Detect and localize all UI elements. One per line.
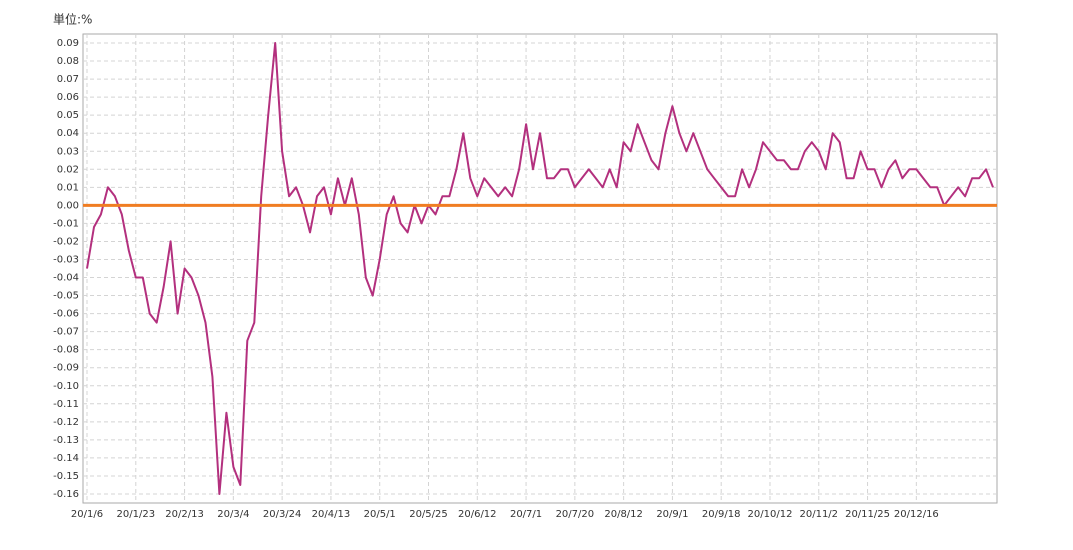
x-tick-label: 20/4/13	[312, 509, 351, 520]
x-tick-label: 20/12/16	[894, 509, 939, 520]
x-tick-label: 20/11/25	[845, 509, 890, 520]
y-tick-label: -0.16	[53, 489, 79, 500]
y-tick-label: -0.10	[53, 381, 79, 392]
y-tick-label: -0.11	[53, 399, 79, 410]
y-tick-label: 0.02	[57, 164, 79, 175]
y-tick-label: -0.12	[53, 417, 79, 428]
y-tick-label: -0.08	[53, 345, 79, 356]
y-tick-label: 0.05	[57, 110, 79, 121]
data-line	[86, 42, 994, 495]
x-tick-label: 20/1/6	[71, 509, 103, 520]
y-tick-label: 0.03	[57, 146, 79, 157]
y-axis-title: 単位:%	[53, 12, 92, 27]
x-tick-label: 20/6/12	[458, 509, 497, 520]
y-tick-label: 0.04	[57, 128, 79, 139]
x-tick-label: 20/7/1	[510, 509, 542, 520]
x-tick-label: 20/11/2	[799, 509, 838, 520]
y-tick-label: 0.09	[57, 38, 79, 49]
y-tick-label: 0.01	[57, 182, 79, 193]
y-tick-label: 0.08	[57, 56, 79, 67]
y-tick-label: -0.01	[53, 218, 79, 229]
y-tick-label: -0.05	[53, 291, 79, 302]
y-tick-label: -0.03	[53, 254, 79, 265]
x-tick-label: 20/1/23	[117, 509, 156, 520]
y-tick-label: -0.06	[53, 309, 79, 320]
plot-area	[82, 33, 998, 504]
y-tick-label: 0.00	[57, 200, 79, 211]
y-tick-label: 0.06	[57, 92, 79, 103]
x-tick-label: 20/8/12	[604, 509, 643, 520]
x-tick-label: 20/3/24	[263, 509, 302, 520]
x-tick-label: 20/9/1	[656, 509, 688, 520]
x-tick-label: 20/9/18	[702, 509, 741, 520]
x-tick-label: 20/5/25	[409, 509, 448, 520]
x-tick-label: 20/3/4	[217, 509, 249, 520]
y-tick-label: -0.02	[53, 236, 79, 247]
y-tick-label: -0.14	[53, 453, 79, 464]
y-tick-label: -0.13	[53, 435, 79, 446]
x-tick-label: 20/10/12	[748, 509, 793, 520]
y-tick-label: -0.15	[53, 471, 79, 482]
y-tick-label: 0.07	[57, 74, 79, 85]
x-tick-label: 20/7/20	[556, 509, 595, 520]
x-tick-label: 20/5/1	[364, 509, 396, 520]
y-tick-label: -0.04	[53, 273, 79, 284]
y-tick-label: -0.09	[53, 363, 79, 374]
y-tick-label: -0.07	[53, 327, 79, 338]
x-tick-label: 20/2/13	[165, 509, 204, 520]
